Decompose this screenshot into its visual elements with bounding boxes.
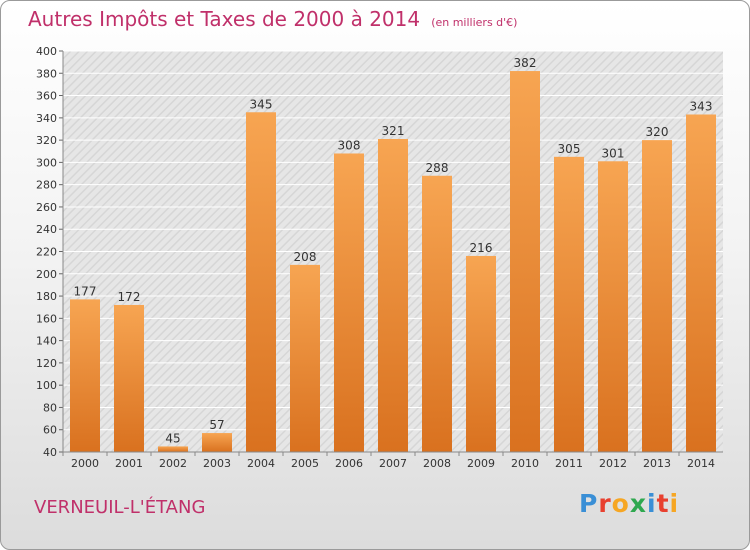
x-tick-label-2009: 2009 bbox=[467, 457, 495, 470]
logo-letter: P bbox=[579, 489, 599, 518]
bar-2012 bbox=[598, 161, 628, 452]
data-label-2013: 320 bbox=[646, 125, 669, 139]
y-tick-label: 160 bbox=[36, 312, 57, 325]
bar-2014 bbox=[686, 114, 716, 452]
y-tick-label: 300 bbox=[36, 156, 57, 169]
x-tick-label-2004: 2004 bbox=[247, 457, 275, 470]
data-label-2000: 177 bbox=[74, 284, 97, 298]
bar-2010 bbox=[510, 71, 540, 453]
y-tick-label: 320 bbox=[36, 134, 57, 147]
y-tick-label: 100 bbox=[36, 379, 57, 392]
logo-letter: i bbox=[669, 489, 680, 518]
y-tick-label: 360 bbox=[36, 90, 57, 103]
y-tick-label: 340 bbox=[36, 112, 57, 125]
y-tick-label: 260 bbox=[36, 201, 57, 214]
data-label-2008: 288 bbox=[426, 161, 449, 175]
data-label-2001: 172 bbox=[118, 290, 141, 304]
bar-2013 bbox=[642, 140, 672, 452]
bar-2001 bbox=[114, 304, 144, 452]
y-tick-label: 80 bbox=[43, 401, 57, 414]
data-label-2014: 343 bbox=[690, 99, 713, 113]
y-tick-label: 120 bbox=[36, 357, 57, 370]
data-label-2007: 321 bbox=[382, 124, 405, 138]
x-tick-label-2011: 2011 bbox=[555, 457, 583, 470]
bar-2004 bbox=[246, 112, 276, 452]
x-tick-label-2002: 2002 bbox=[159, 457, 187, 470]
bar-2011 bbox=[554, 156, 584, 452]
x-tick-label-2013: 2013 bbox=[643, 457, 671, 470]
bar-2007 bbox=[378, 138, 408, 452]
y-tick-label: 40 bbox=[43, 446, 57, 459]
data-label-2009: 216 bbox=[470, 241, 493, 255]
logo-letter: r bbox=[598, 489, 612, 518]
x-axis: 2000 2001 2002 2003 2004 2005 2006 2007 2008 2009… bbox=[62, 451, 723, 470]
x-tick-label-2005: 2005 bbox=[291, 457, 319, 470]
bar-2006 bbox=[334, 153, 364, 452]
logo-letter: t bbox=[656, 489, 670, 518]
y-tick-label: 280 bbox=[36, 179, 57, 192]
data-label-2012: 301 bbox=[602, 146, 625, 160]
x-tick-label-2001: 2001 bbox=[115, 457, 143, 470]
title-text: Autres Impôts et Taxes de 2000 à 2014 bbox=[28, 7, 421, 31]
data-label-2002: 45 bbox=[165, 431, 180, 445]
title-unit: (en milliers d'€) bbox=[431, 16, 518, 29]
chart-title: Autres Impôts et Taxes de 2000 à 2014 (e… bbox=[28, 7, 517, 31]
y-tick-label: 140 bbox=[36, 335, 57, 348]
bar-2000 bbox=[70, 299, 100, 452]
x-tick-label-2000: 2000 bbox=[71, 457, 99, 470]
y-axis: 40 60 80 100 120 140 160 180 200 220 240 260 280 300 3… bbox=[36, 45, 64, 459]
y-tick-label: 400 bbox=[36, 45, 57, 58]
logo-letter: o bbox=[611, 489, 630, 518]
bars bbox=[70, 71, 716, 453]
data-label-2004: 345 bbox=[250, 97, 273, 111]
bar-2005 bbox=[290, 264, 320, 452]
y-tick-label: 60 bbox=[43, 424, 57, 437]
bar-2008 bbox=[422, 175, 452, 452]
x-tick-label-2012: 2012 bbox=[599, 457, 627, 470]
logo-letter: x bbox=[629, 489, 647, 518]
x-tick-label-2007: 2007 bbox=[379, 457, 407, 470]
x-tick-label-2008: 2008 bbox=[423, 457, 451, 470]
data-label-2005: 208 bbox=[294, 250, 317, 264]
x-tick-label-2014: 2014 bbox=[687, 457, 715, 470]
x-tick-label-2010: 2010 bbox=[511, 457, 539, 470]
logo-letter: i bbox=[647, 489, 657, 518]
y-tick-label: 220 bbox=[36, 246, 57, 259]
data-labels: 177 172 45 57 345 208 308 321 288 216 382 305 301 320… bbox=[74, 56, 713, 445]
proxiti-logo: Proxiti bbox=[579, 489, 679, 518]
bar-2003 bbox=[202, 433, 232, 452]
y-tick-label: 240 bbox=[36, 223, 57, 236]
y-tick-label: 180 bbox=[36, 290, 57, 303]
data-label-2006: 308 bbox=[338, 138, 361, 152]
bar-2002 bbox=[158, 446, 188, 452]
y-tick-label: 200 bbox=[36, 268, 57, 281]
bar-2009 bbox=[466, 255, 496, 452]
x-tick-label-2006: 2006 bbox=[335, 457, 363, 470]
city-name: VERNEUIL-L'ÉTANG bbox=[34, 497, 206, 518]
data-label-2003: 57 bbox=[209, 418, 224, 432]
y-tick-label: 380 bbox=[36, 67, 57, 80]
data-label-2011: 305 bbox=[558, 142, 581, 156]
x-tick-label-2003: 2003 bbox=[203, 457, 231, 470]
data-label-2010: 382 bbox=[514, 56, 537, 70]
